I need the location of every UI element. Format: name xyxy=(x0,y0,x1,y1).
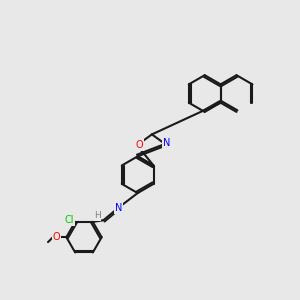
Text: N: N xyxy=(115,203,122,213)
Text: Cl: Cl xyxy=(64,215,74,225)
Text: O: O xyxy=(53,232,60,242)
Text: H: H xyxy=(94,212,100,220)
Text: N: N xyxy=(163,138,170,148)
Text: O: O xyxy=(135,140,142,150)
